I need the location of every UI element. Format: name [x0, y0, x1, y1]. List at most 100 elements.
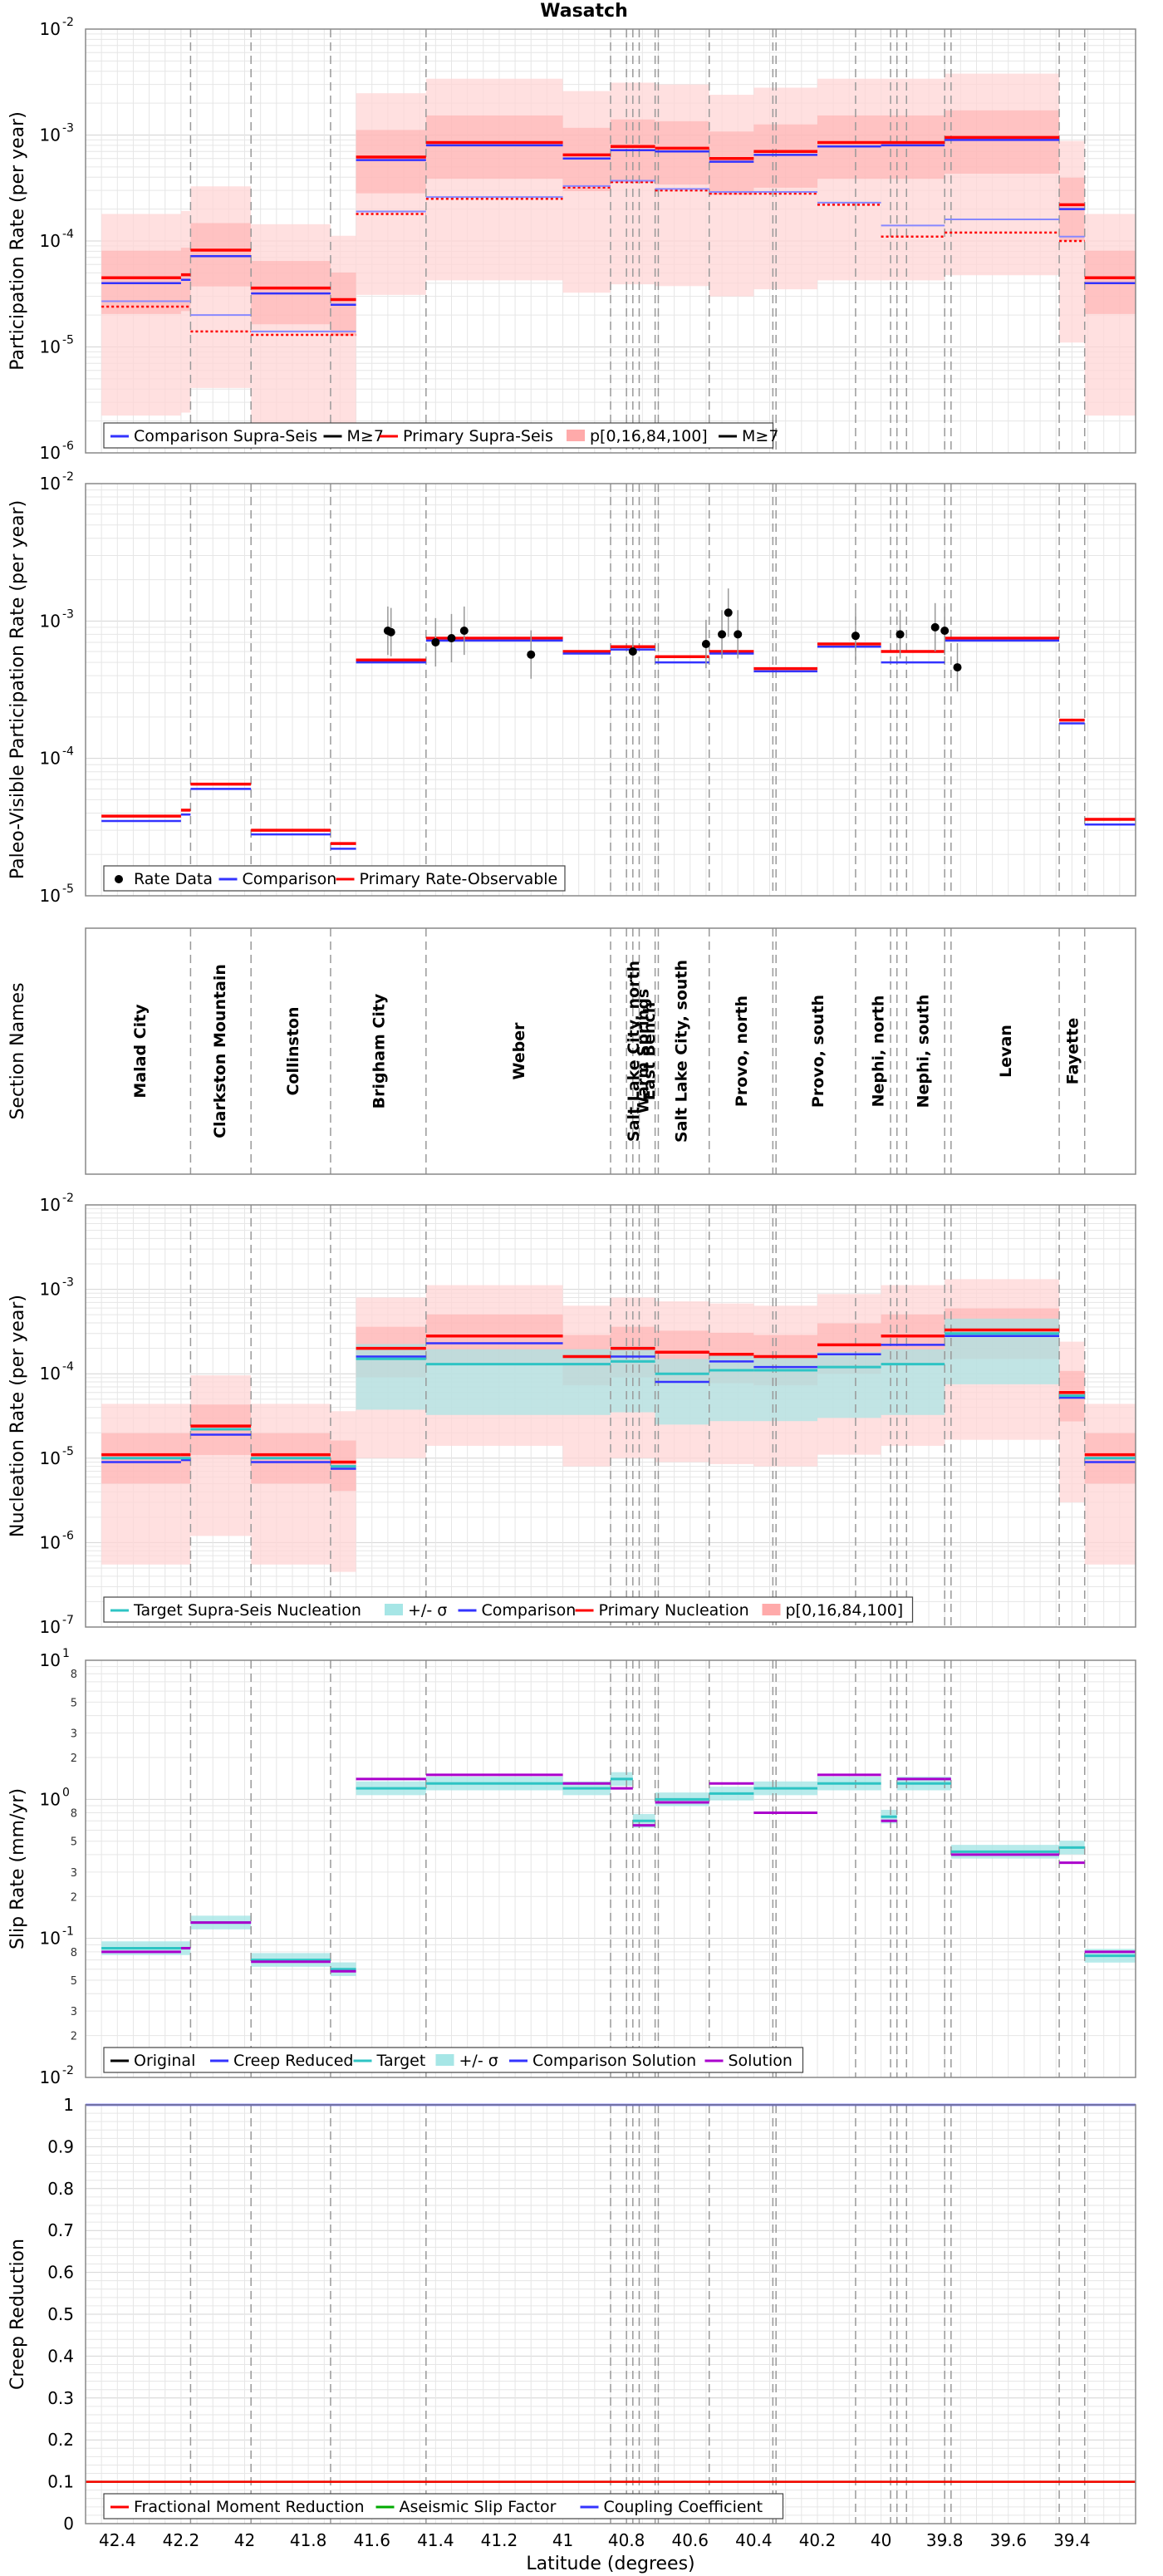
x-tick-label: 39.4: [1053, 2530, 1091, 2550]
legend-label: Aseismic Slip Factor: [400, 2498, 557, 2516]
y-tick-label: 0.1: [47, 2472, 74, 2492]
legend-label: Comparison: [482, 1601, 577, 1620]
legend: Comparison Supra-Seis M≥7 Primary Supra-Se…: [103, 422, 778, 449]
y-tick-label: 10 -2: [40, 2064, 74, 2087]
y-axis-label: Paleo-Visible Participation Rate (per ye…: [7, 500, 28, 879]
legend-label: Primary Nucleation: [599, 1601, 749, 1620]
uncertainty-band-outer: [101, 214, 181, 416]
legend-label: Fractional Moment Reduction: [134, 2498, 365, 2516]
rate-data-point: [386, 627, 395, 637]
y-tick-base: 10: [40, 19, 61, 39]
y-tick-base: 10: [40, 1448, 61, 1468]
rate-data-point: [734, 630, 743, 639]
y-tick-base: 10: [40, 1532, 61, 1552]
section-name-label: Weber: [510, 1022, 528, 1080]
uncertainty-band-inner: [945, 110, 1060, 174]
y-tick-exponent: 0: [62, 1786, 70, 1799]
y-tick-base: 10: [40, 231, 61, 251]
section-name-label: Provo, north: [733, 995, 751, 1107]
plot-frame: [85, 28, 1136, 454]
y-tick-exponent: -7: [62, 1614, 74, 1627]
y-tick-exponent: -4: [62, 228, 74, 241]
section-name-label: Provo, south: [809, 995, 827, 1108]
legend-label: M≥7: [347, 427, 384, 445]
panel-sections: Section Names Malad City Clarkston Mountai…: [7, 927, 1136, 1175]
legend-label: Primary Supra-Seis: [403, 427, 553, 445]
legend: Original Creep Reduced Target +/- σ Comparis…: [103, 2047, 804, 2073]
y-tick-exponent: -3: [62, 122, 74, 135]
y-tick-label: 0.6: [47, 2263, 74, 2283]
x-tick-label: 39.8: [926, 2530, 964, 2550]
y-tick-exponent: -2: [62, 16, 74, 29]
sigma-band: [356, 1344, 426, 1410]
x-tick-label: 42.4: [99, 2530, 136, 2550]
rate-data-point: [718, 630, 727, 639]
uncertainty-band-outer: [753, 87, 817, 290]
section-name-label: Clarkston Mountain: [211, 964, 229, 1138]
y-tick-base: 10: [40, 2067, 61, 2087]
y-minor-tick-label: 2: [71, 1753, 77, 1765]
uncertainty-band-inner: [881, 115, 945, 179]
section-name-label: Nephi, north: [870, 995, 888, 1108]
y-minor-tick-label: 5: [71, 1836, 77, 1849]
x-tick-label: 42: [234, 2530, 255, 2550]
plot-frame: [85, 1659, 1136, 2078]
y-minor-tick-label: 2: [71, 2031, 77, 2043]
panel-creep: 0 0.1 0.2 0.3 0.4 0.5 0.6 0.7 0.8 0.9 1 Creep Reduc…: [7, 2095, 1136, 2534]
rate-data-point: [724, 608, 733, 617]
legend-label: Primary Rate-Observable: [360, 870, 558, 888]
uncertainty-band-outer: [180, 210, 191, 413]
y-tick-base: 10: [40, 1364, 61, 1384]
legend-label: Comparison: [243, 870, 337, 888]
y-tick-exponent: -5: [62, 882, 74, 896]
chart-title: Wasatch: [540, 1, 628, 22]
y-tick-base: 10: [40, 749, 61, 769]
x-tick-label: 41: [552, 2530, 573, 2550]
sigma-band: [881, 1349, 945, 1415]
plot-frame: [85, 1204, 1136, 1628]
legend-marker: [115, 875, 123, 883]
sigma-band: [817, 1352, 881, 1418]
uncertainty-band-outer: [330, 1411, 356, 1572]
y-tick-exponent: -3: [62, 1276, 74, 1290]
section-name-label: Salt Lake City, south: [672, 960, 690, 1143]
y-tick-label: 0.8: [47, 2179, 74, 2199]
y-tick-base: 10: [40, 886, 61, 906]
x-tick-label: 41.8: [290, 2530, 327, 2550]
y-tick-label: 10 -3: [40, 122, 74, 145]
y-axis-label: Slip Rate (mm/yr): [7, 1788, 28, 1949]
y-tick-label: 10 -4: [40, 1360, 75, 1384]
x-tick-label: 40.6: [671, 2530, 709, 2550]
y-axis-label: Section Names: [7, 982, 28, 1119]
x-tick-label: 41.4: [417, 2530, 454, 2550]
legend-box: [103, 422, 774, 449]
legend-label: Creep Reduced: [233, 2052, 353, 2070]
uncertainty-band-outer: [817, 78, 881, 281]
section-name-label: Warm Springs: [634, 989, 652, 1114]
uncertainty-band-outer: [356, 93, 426, 295]
legend-label: +/- σ: [408, 1601, 447, 1620]
uncertainty-band-outer: [1084, 1404, 1136, 1565]
legend-box: [103, 2493, 784, 2519]
legend: Target Supra-Seis Nucleation +/- σ Compari…: [103, 1596, 914, 1623]
legend-swatch: [762, 1604, 781, 1615]
y-tick-label: 0: [63, 2514, 74, 2534]
x-tick-label: 42.2: [163, 2530, 200, 2550]
x-tick-label: 40.2: [799, 2530, 837, 2550]
y-axis-label: Nucleation Rate (per year): [7, 1295, 28, 1537]
y-tick-base: 10: [40, 1617, 61, 1637]
y-tick-label: 10 -2: [40, 470, 74, 494]
uncertainty-band-outer: [709, 95, 754, 297]
section-name-label: Levan: [997, 1025, 1015, 1078]
y-tick-exponent: -3: [62, 607, 74, 621]
y-tick-label: 0.2: [47, 2430, 74, 2450]
y-tick-label: 10 -2: [40, 16, 74, 39]
plot-frame: [85, 2104, 1136, 2524]
y-tick-label: 10 1: [40, 1647, 70, 1670]
legend-box: [103, 865, 566, 892]
uncertainty-band-inner: [190, 223, 252, 287]
